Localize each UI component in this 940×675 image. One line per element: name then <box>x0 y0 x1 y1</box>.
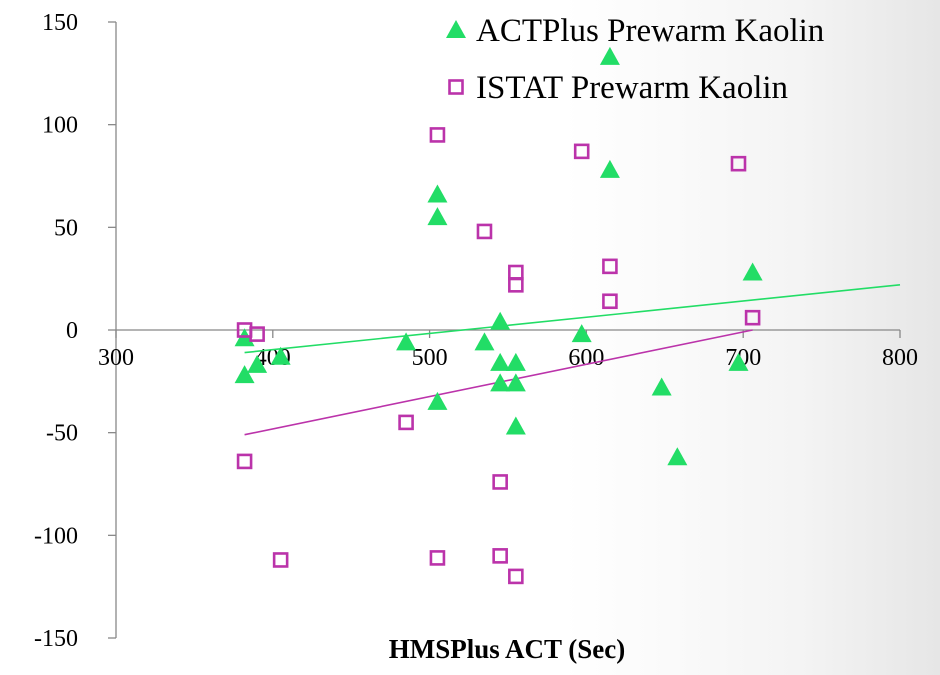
data-point-triangle <box>505 416 526 435</box>
data-point-triangle <box>505 373 526 392</box>
data-point-triangle <box>728 352 749 371</box>
data-point-square <box>730 155 747 172</box>
data-point-triangle <box>490 311 511 330</box>
legend-marker-triangle <box>446 20 466 38</box>
legend-label: ACTPlus Prewarm Kaolin <box>476 13 824 49</box>
data-point-square <box>249 326 265 342</box>
data-point-triangle <box>474 332 495 351</box>
y-tick-label: -50 <box>46 421 78 447</box>
legend-marker-square <box>448 79 464 95</box>
y-tick-label: 0 <box>66 318 78 344</box>
data-point-square <box>508 277 524 293</box>
data-point-square <box>429 127 446 143</box>
x-axis-title: HMSPlus ACT (Sec) <box>389 634 626 664</box>
data-point-square <box>573 143 590 160</box>
data-point-square <box>508 568 524 585</box>
data-point-square <box>476 223 493 240</box>
data-point-triangle <box>571 324 592 343</box>
y-tick-label: 50 <box>54 215 78 241</box>
data-point-square <box>492 548 508 564</box>
data-point-square <box>429 550 446 566</box>
data-point-triangle <box>651 377 672 396</box>
data-point-triangle <box>270 346 291 365</box>
data-point-triangle <box>427 391 448 410</box>
legend: ACTPlus Prewarm Kaolin ISTAT Prewarm Kaol… <box>446 13 824 106</box>
data-point-triangle <box>490 352 511 371</box>
y-tick-label: 150 <box>42 10 78 36</box>
x-tick-label: 800 <box>882 345 918 371</box>
y-tick-label: 100 <box>42 113 78 139</box>
data-point-triangle <box>742 262 763 281</box>
legend-label: ISTAT Prewarm Kaolin <box>476 70 788 106</box>
data-point-triangle <box>427 184 448 203</box>
data-point-square <box>602 258 618 275</box>
x-tick-label: 300 <box>98 345 134 371</box>
data-point-triangle <box>667 447 688 466</box>
data-point-square <box>744 309 761 326</box>
data-point-triangle <box>247 354 268 373</box>
data-point-triangle <box>427 207 448 226</box>
data-point-triangle <box>599 159 620 178</box>
data-point-square <box>236 453 253 470</box>
trendline <box>244 284 901 354</box>
data-point-square <box>492 474 508 490</box>
data-points <box>234 46 763 585</box>
data-point-square <box>398 414 414 431</box>
data-point-square <box>272 552 289 568</box>
data-point-triangle <box>505 352 526 371</box>
data-point-triangle <box>396 332 417 351</box>
data-point-square <box>602 293 618 310</box>
data-point-triangle <box>234 365 255 384</box>
data-point-triangle <box>599 46 620 65</box>
y-tick-label: -100 <box>34 523 78 549</box>
x-tick-label: 500 <box>412 345 448 371</box>
y-tick-label: -150 <box>34 626 78 652</box>
data-point-triangle <box>490 373 511 392</box>
